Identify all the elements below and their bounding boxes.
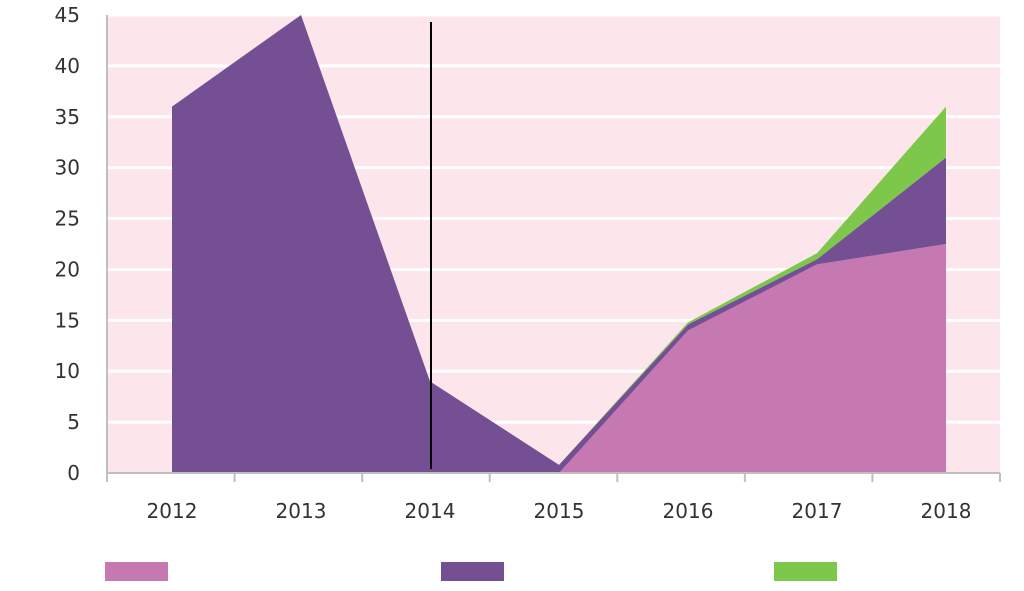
legend-swatch-3: [774, 562, 837, 581]
x-axis-tick-labels: 2012 2013 2014 2015 2016 2017 2018: [147, 499, 972, 523]
series-areas: [172, 15, 946, 473]
x-tick-label: 2017: [792, 499, 843, 523]
x-tick-label: 2012: [147, 499, 198, 523]
y-axis-tick-labels: 0 5 10 15 20 25 30 35 40 45: [55, 3, 80, 485]
y-tick-label: 40: [55, 54, 80, 78]
axes: [106, 15, 1001, 482]
legend-swatch-2: [441, 562, 504, 581]
y-tick-label: 15: [55, 308, 80, 332]
x-tick-label: 2018: [921, 499, 972, 523]
y-tick-label: 20: [55, 257, 80, 281]
y-tick-label: 45: [55, 3, 80, 27]
y-tick-label: 25: [55, 207, 80, 231]
series-area-2: [172, 15, 946, 473]
y-tick-label: 35: [55, 105, 80, 129]
x-tick-label: 2015: [534, 499, 585, 523]
x-tick-label: 2013: [276, 499, 327, 523]
y-tick-label: 10: [55, 359, 80, 383]
series-area-1: [172, 244, 946, 473]
y-tick-label: 5: [67, 410, 80, 434]
y-tick-label: 30: [55, 156, 80, 180]
legend-swatch-1: [105, 562, 168, 581]
legend: [105, 562, 837, 581]
x-tick-label: 2014: [405, 499, 456, 523]
x-tick-label: 2016: [663, 499, 714, 523]
y-tick-label: 0: [67, 461, 80, 485]
